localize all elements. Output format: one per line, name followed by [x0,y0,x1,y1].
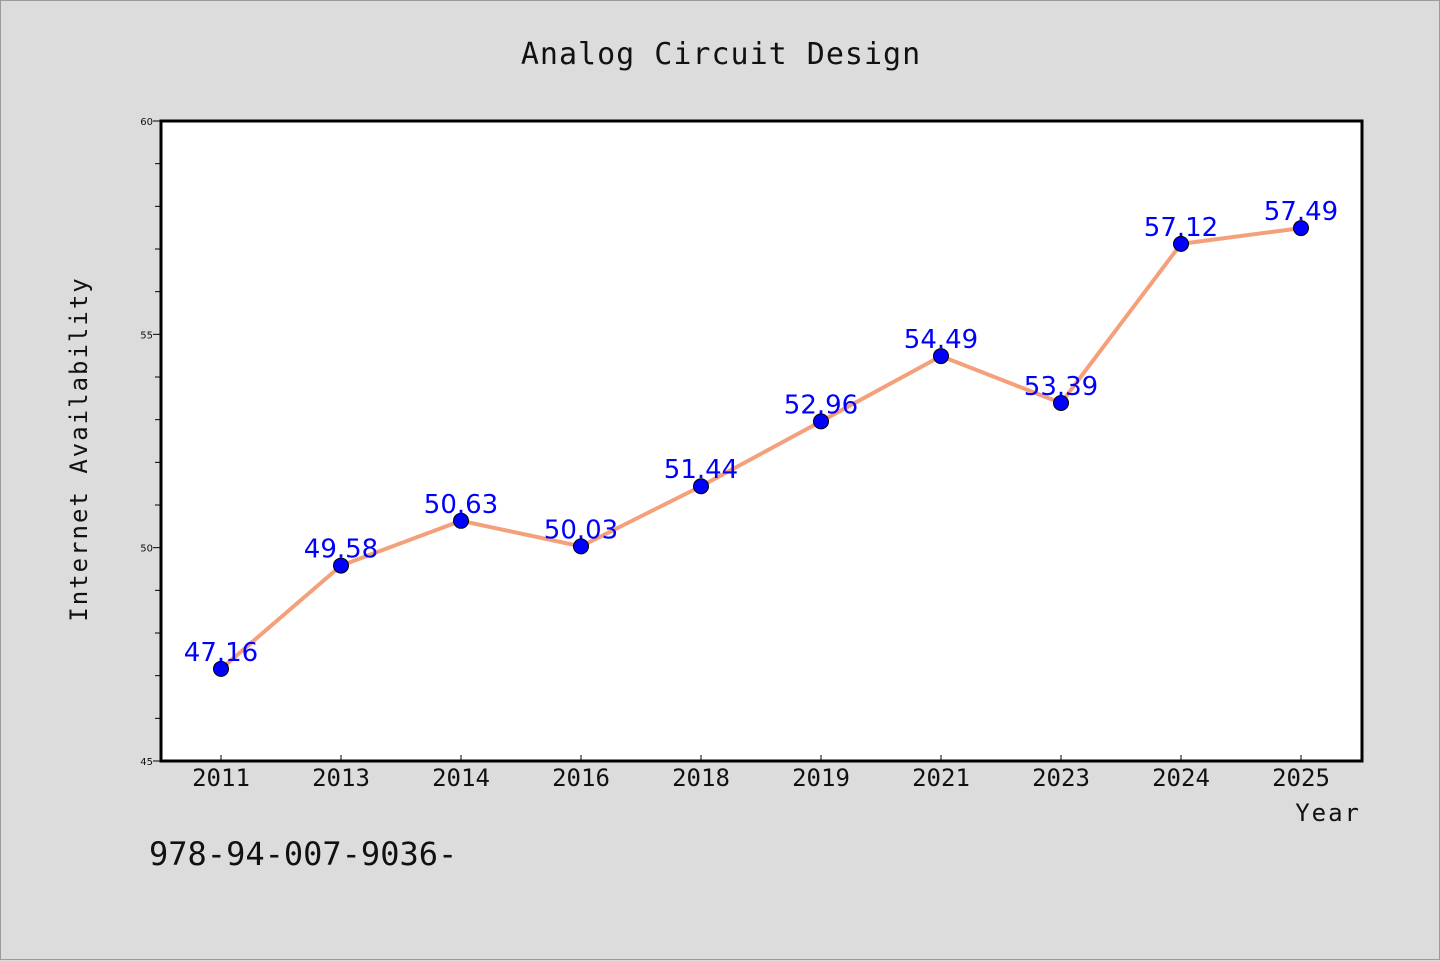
x-tick-label: 2016 [552,764,610,792]
data-point-marker[interactable] [1293,220,1309,237]
data-label: 57.49 [1264,197,1338,227]
series-group: 47.16 49.58 50.63 50.03 51.44 52.96 54.49 53.39… [184,197,1338,677]
chart-title: Analog Circuit Design [521,37,921,72]
x-tick-label: 2011 [192,764,250,792]
data-label: 49.58 [304,535,378,565]
series-line [219,226,1303,671]
x-tick-label: 2018 [672,764,730,792]
data-label: 51.44 [664,455,738,485]
x-axis: 2011 2013 2014 2016 2018 2019 2021 2023 2024 2025 [192,755,1330,792]
y-axis-label: Internet Availability [65,276,93,621]
y-tick-label: 50 [140,544,153,555]
data-point-marker[interactable] [1053,395,1069,412]
y-axis: 45 50 55 60 [140,117,161,768]
data-point-marker[interactable] [333,557,349,574]
x-tick-label: 2023 [1032,764,1090,792]
x-tick-label: 2021 [912,764,970,792]
x-tick-label: 2013 [312,764,370,792]
data-label: 52.96 [784,390,858,420]
data-label: 54.49 [904,325,978,355]
data-label: 50.63 [424,490,498,520]
y-tick-label: 60 [140,117,153,128]
data-label: 50.03 [544,515,618,545]
data-label: 47.16 [184,638,258,668]
plot-area [159,119,1364,763]
footnote-text: 978-94-007-9036- [149,835,457,873]
data-point-marker[interactable] [1173,235,1189,252]
data-point-marker[interactable] [933,348,949,365]
x-tick-label: 2024 [1152,764,1210,792]
y-tick-label: 55 [140,330,153,341]
data-point-marker[interactable] [453,512,469,529]
y-tick-label: 45 [140,757,153,768]
data-label: 57.12 [1144,213,1218,243]
data-point-marker[interactable] [213,660,229,677]
x-axis-label: Year [1295,799,1361,827]
data-point-marker[interactable] [693,478,709,495]
data-point-marker[interactable] [573,538,589,555]
x-tick-label: 2014 [432,764,490,792]
data-point-marker[interactable] [813,413,829,430]
x-tick-label: 2019 [792,764,850,792]
data-label: 53.39 [1024,372,1098,402]
x-tick-label: 2025 [1272,764,1330,792]
